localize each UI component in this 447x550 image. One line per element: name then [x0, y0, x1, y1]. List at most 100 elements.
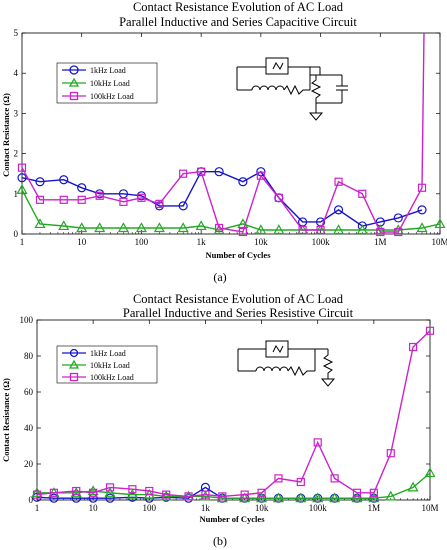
resistor-symbol	[322, 349, 334, 379]
data-point-100khz-load	[238, 227, 247, 237]
data-point-100khz-load	[179, 169, 188, 178]
data-point-100khz-load	[408, 342, 418, 352]
data-point-10khz-load	[356, 224, 368, 235]
data-point-10khz-load	[195, 220, 207, 231]
data-point-10khz-load	[153, 222, 165, 233]
data-point-10khz-load	[177, 222, 189, 233]
data-point-1khz-load	[238, 177, 248, 187]
data-point-100khz-load	[386, 449, 395, 458]
x-tick-label: 1M	[374, 237, 387, 247]
resistor-symbol	[287, 365, 315, 377]
data-point-100khz-load	[352, 488, 362, 497]
y-tick-label: 2	[14, 149, 19, 159]
series-100khz-load	[32, 326, 435, 501]
y-tick-label: 0	[14, 229, 19, 239]
data-point-100khz-load	[215, 223, 224, 233]
data-point-10khz-load	[416, 222, 428, 233]
data-point-10khz-load	[87, 485, 99, 496]
data-point-100khz-load	[330, 474, 339, 483]
data-point-100khz-load	[89, 488, 98, 497]
data-point-10khz-load	[312, 492, 324, 503]
x-tick-label: 1k	[201, 503, 211, 513]
data-point-100khz-load	[201, 490, 210, 499]
chart-b-plot-frame	[36, 319, 431, 501]
x-tick-label: 10	[89, 503, 99, 513]
data-point-1khz-load	[214, 167, 224, 177]
data-point-1khz-load	[105, 493, 115, 503]
series-10khz-load	[16, 184, 446, 235]
chart-b-legend: 1kHz Load 10kHz Load 100kHz Load	[56, 345, 158, 384]
chart-a-legend-label-1khz: 1kHz Load	[90, 66, 126, 75]
data-point-1khz-load	[77, 183, 87, 193]
chart-a-legend-marker-10khz	[68, 77, 80, 87]
chart-a-ylabel: Contact Resistance (Ω)	[1, 93, 11, 177]
chart-b-ticks: 1 10 100 1k 10k 100k 1M 10M 0 20 40 60 80 100	[20, 315, 439, 513]
data-point-100khz-load	[425, 326, 435, 335]
chart-b-title: Contact Resistance Evolution of AC Load	[133, 292, 344, 306]
x-tick-label: 1	[20, 237, 25, 247]
data-point-10khz-load	[434, 218, 446, 229]
x-tick-label: 100k	[312, 237, 331, 247]
ground-symbol	[320, 378, 336, 387]
data-point-100khz-load	[197, 167, 206, 176]
data-point-10khz-load	[392, 224, 404, 235]
data-point-10khz-load	[135, 222, 147, 233]
data-point-10khz-load	[374, 224, 386, 235]
data-point-10khz-load	[70, 487, 82, 497]
chart-a-subtitle: Parallel Inductive and Series Capacitive…	[119, 15, 357, 29]
data-point-100khz-load	[358, 189, 367, 198]
chart-b-legend-marker-100khz	[69, 372, 79, 382]
data-point-100khz-load	[72, 486, 81, 496]
data-point-10khz-load	[216, 492, 228, 503]
data-point-10khz-load	[94, 222, 106, 233]
x-tick-label: 10M	[421, 503, 438, 513]
y-tick-label: 5	[14, 28, 19, 38]
data-point-10khz-load	[407, 481, 419, 492]
data-point-100khz-load	[240, 490, 249, 499]
data-point-100khz-load	[274, 474, 283, 483]
y-tick-label: 20	[24, 459, 34, 469]
data-point-100khz-load	[119, 197, 128, 206]
chart-a: Contact Resistance Evolution of AC Load …	[1, 0, 447, 284]
chart-a-circuit-diagram	[236, 57, 348, 121]
data-point-1khz-load	[35, 177, 45, 187]
data-point-100khz-load	[105, 483, 115, 492]
data-point-10khz-load	[58, 220, 70, 231]
chart-a-series	[16, 32, 446, 237]
data-point-100khz-load	[369, 488, 378, 497]
switch-relay-glyph	[272, 62, 284, 70]
chart-b-circuit-diagram	[237, 340, 336, 387]
data-point-10khz-load	[351, 492, 363, 503]
data-point-100khz-load	[184, 492, 193, 501]
data-point-1khz-load	[49, 493, 59, 503]
x-tick-label: 100	[143, 503, 157, 513]
inductor-symbol	[255, 366, 289, 372]
chart-b-legend-label-10khz: 10kHz Load	[90, 361, 130, 370]
chart-a-legend-label-10khz: 10kHz Load	[90, 79, 130, 88]
chart-a-legend: 1kHz Load 10kHz Load 100kHz Load	[56, 62, 158, 104]
data-point-10khz-load	[199, 490, 211, 501]
resistor-symbol	[283, 84, 310, 96]
y-tick-label: 4	[14, 68, 19, 78]
chart-b-ylabel: Contact Resistance (Ω)	[1, 378, 11, 462]
chart-a-legend-label-100khz: 100kHz Load	[90, 92, 134, 101]
data-point-10khz-load	[272, 492, 284, 503]
chart-a-plot-frame	[21, 32, 441, 235]
data-point-100khz-load	[417, 183, 427, 192]
chart-b-legend-marker-1khz	[69, 348, 79, 358]
data-point-100khz-load	[145, 486, 154, 496]
switch-relay-glyph	[272, 345, 284, 353]
data-point-100khz-load	[218, 492, 227, 501]
data-point-100khz-load	[32, 490, 42, 499]
x-tick-label: 10	[77, 237, 87, 247]
data-point-10khz-load	[31, 487, 43, 497]
data-point-100khz-load	[49, 488, 59, 497]
x-tick-label: 10M	[431, 237, 447, 247]
y-tick-label: 0	[29, 495, 34, 505]
x-tick-label: 10k	[254, 237, 268, 247]
chart-a-title: Contact Resistance Evolution of AC Load	[133, 0, 344, 14]
chart-a-xlabel: Number of Cycles	[206, 250, 272, 260]
data-point-100khz-load	[17, 163, 27, 172]
data-point-100khz-load	[35, 195, 45, 204]
y-tick-label: 1	[14, 189, 19, 199]
